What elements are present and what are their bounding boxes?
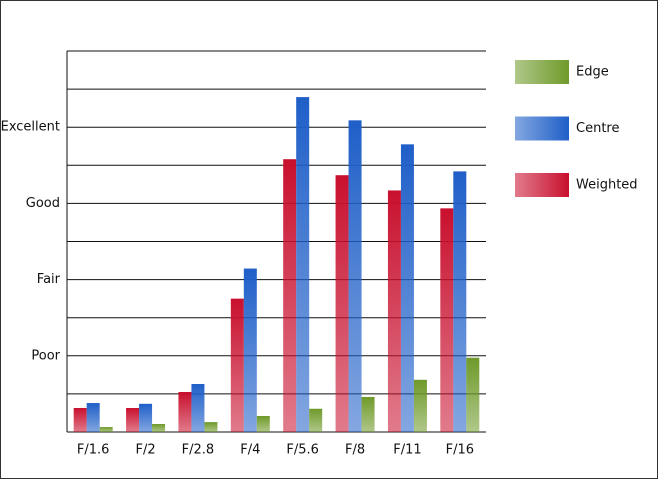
bar	[178, 391, 192, 432]
bar	[387, 190, 401, 432]
bar	[400, 144, 414, 432]
x-tick-label: F/5.6	[286, 443, 319, 458]
x-tick-label: F/4	[240, 443, 260, 458]
y-tick-label: Good	[26, 196, 60, 211]
bar	[296, 97, 310, 432]
bar	[283, 159, 297, 433]
y-tick-label: Excellent	[1, 120, 60, 135]
bar	[440, 208, 454, 432]
legend-swatch	[515, 60, 569, 84]
legend-label: Centre	[576, 121, 619, 136]
y-tick-label: Fair	[37, 272, 61, 287]
legend-label: Edge	[576, 65, 609, 80]
bar	[139, 403, 153, 432]
bar	[453, 171, 467, 432]
bar	[348, 120, 362, 432]
bar	[204, 422, 218, 432]
bar	[361, 396, 375, 432]
legend-label: Weighted	[576, 178, 638, 193]
bar	[230, 298, 244, 432]
bar	[309, 408, 323, 432]
bar	[126, 407, 140, 432]
bar	[191, 383, 205, 432]
x-tick-label: F/1.6	[77, 443, 110, 458]
legend-swatch	[515, 173, 569, 197]
bar	[73, 407, 87, 432]
bar	[86, 403, 100, 432]
x-tick-label: F/2.8	[182, 443, 215, 458]
bar	[466, 357, 480, 432]
x-tick-label: F/8	[345, 443, 365, 458]
x-tick-label: F/16	[446, 443, 474, 458]
x-tick-label: F/11	[393, 443, 421, 458]
bar	[152, 423, 166, 432]
legend-swatch	[515, 116, 569, 141]
bar	[256, 415, 270, 432]
bar	[335, 175, 349, 432]
x-tick-label: F/2	[135, 443, 155, 458]
bar	[413, 379, 427, 432]
bar	[243, 268, 257, 432]
y-tick-label: Poor	[31, 348, 60, 363]
bar	[99, 427, 113, 432]
